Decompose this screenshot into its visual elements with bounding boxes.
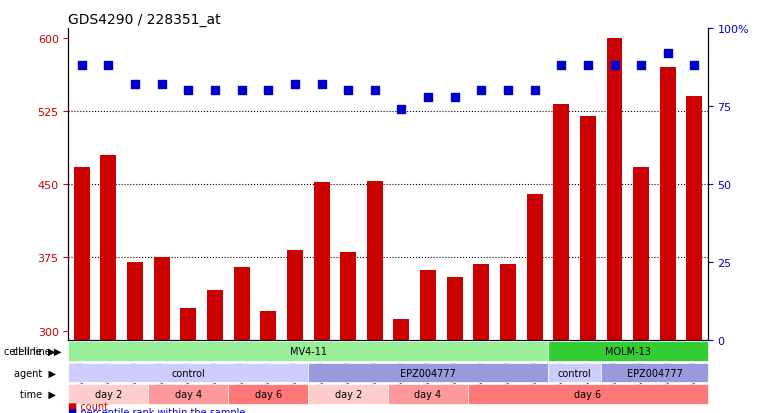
- Text: day 2: day 2: [335, 389, 361, 399]
- Point: [661, 50, 674, 57]
- Bar: [660, 68, 676, 340]
- Bar: [68, 342, 548, 361]
- Point: [502, 88, 514, 95]
- Bar: [420, 271, 436, 340]
- Text: day 2: day 2: [95, 389, 122, 399]
- Bar: [127, 263, 143, 340]
- Bar: [580, 116, 596, 340]
- Point: [608, 63, 620, 70]
- Text: day 4: day 4: [415, 389, 441, 399]
- Bar: [548, 342, 708, 361]
- Bar: [447, 277, 463, 340]
- Point: [555, 63, 567, 70]
- Bar: [601, 363, 708, 382]
- Bar: [548, 363, 601, 382]
- Text: control: control: [171, 368, 205, 377]
- Bar: [393, 319, 409, 340]
- Bar: [553, 105, 569, 340]
- Point: [528, 88, 540, 95]
- Text: day 6: day 6: [255, 389, 282, 399]
- Point: [635, 63, 647, 70]
- Bar: [367, 182, 383, 340]
- Point: [209, 88, 221, 95]
- Text: EPZ004777: EPZ004777: [626, 368, 683, 377]
- Text: ■ percentile rank within the sample: ■ percentile rank within the sample: [68, 407, 246, 413]
- Text: agent  ▶: agent ▶: [14, 368, 56, 377]
- Text: control: control: [558, 368, 591, 377]
- Point: [262, 88, 274, 95]
- Bar: [308, 385, 388, 404]
- Bar: [340, 253, 356, 340]
- Bar: [633, 167, 649, 340]
- Text: cell line  ▶: cell line ▶: [5, 346, 56, 356]
- Point: [75, 63, 88, 70]
- Bar: [100, 155, 116, 340]
- Bar: [287, 250, 303, 340]
- Point: [315, 82, 327, 88]
- Text: ■ count: ■ count: [68, 401, 109, 411]
- Bar: [468, 385, 708, 404]
- Bar: [686, 97, 702, 340]
- Bar: [234, 268, 250, 340]
- Point: [342, 88, 354, 95]
- Bar: [154, 258, 170, 340]
- Text: EPZ004777: EPZ004777: [400, 368, 456, 377]
- Bar: [607, 39, 622, 340]
- Bar: [68, 385, 148, 404]
- Text: cell line ▶: cell line ▶: [13, 346, 62, 356]
- Bar: [388, 385, 468, 404]
- Point: [289, 82, 301, 88]
- Point: [422, 94, 434, 101]
- Point: [449, 94, 461, 101]
- Text: MOLM-13: MOLM-13: [605, 346, 651, 356]
- Point: [129, 82, 142, 88]
- Point: [182, 88, 194, 95]
- Bar: [180, 309, 196, 340]
- Bar: [260, 311, 276, 340]
- Text: day 6: day 6: [575, 389, 601, 399]
- Point: [236, 88, 248, 95]
- Bar: [308, 363, 548, 382]
- Bar: [473, 265, 489, 340]
- Point: [475, 88, 487, 95]
- Bar: [74, 167, 90, 340]
- Point: [155, 82, 167, 88]
- Bar: [314, 183, 330, 340]
- Point: [581, 63, 594, 70]
- Bar: [527, 195, 543, 340]
- Text: MV4-11: MV4-11: [290, 346, 326, 356]
- Point: [102, 63, 114, 70]
- Text: GDS4290 / 228351_at: GDS4290 / 228351_at: [68, 12, 221, 26]
- Bar: [207, 290, 223, 340]
- Point: [396, 107, 408, 113]
- Bar: [148, 385, 228, 404]
- Text: time  ▶: time ▶: [20, 389, 56, 399]
- Text: day 4: day 4: [175, 389, 202, 399]
- Bar: [68, 363, 308, 382]
- Point: [688, 63, 700, 70]
- Bar: [500, 265, 516, 340]
- Point: [368, 88, 380, 95]
- Bar: [228, 385, 308, 404]
